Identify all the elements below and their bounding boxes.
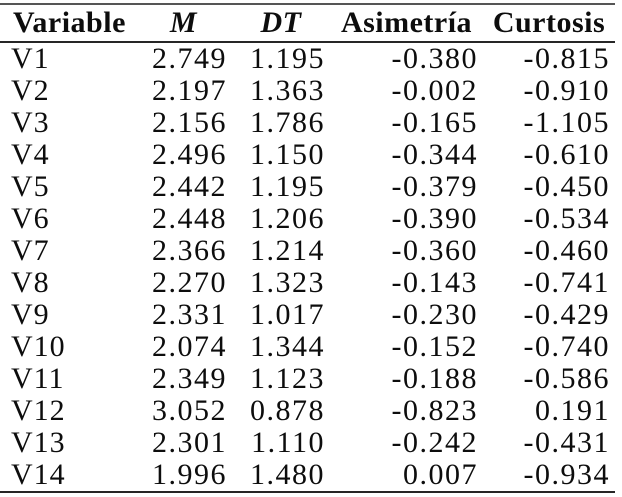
cell-curtosis: -0.910 <box>523 74 610 107</box>
column-header-curtosis: Curtosis <box>483 4 615 43</box>
cell-asimetria: -0.230 <box>391 298 478 331</box>
cell-asimetria: 0.007 <box>403 458 478 491</box>
cell-asimetria: -0.380 <box>391 42 478 75</box>
table-row: V10 2.074 1.344 -0.152 -0.740 <box>0 331 615 363</box>
cell-variable: V5 <box>11 170 50 203</box>
cell-m: 2.156 <box>152 106 227 139</box>
column-header-m: M <box>135 4 232 43</box>
cell-asimetria: -0.188 <box>391 362 478 395</box>
cell-variable: V3 <box>11 106 50 139</box>
cell-asimetria: -0.143 <box>391 266 478 299</box>
cell-m: 1.996 <box>152 458 227 491</box>
table-body: V1 2.749 1.195 -0.380 -0.815 V2 2.197 1.363 -0.0… <box>0 42 615 492</box>
cell-curtosis: 0.191 <box>535 394 610 427</box>
cell-dt: 1.786 <box>250 106 325 139</box>
cell-curtosis: -0.815 <box>523 42 610 75</box>
cell-variable: V12 <box>11 394 66 427</box>
table-row: V8 2.270 1.323 -0.143 -0.741 <box>0 267 615 299</box>
cell-dt: 1.110 <box>251 426 325 459</box>
cell-asimetria: -0.360 <box>391 234 478 267</box>
page: { "table": { "columns": [ { "key": "vari… <box>0 3 622 497</box>
cell-variable: V13 <box>11 426 66 459</box>
cell-variable: V7 <box>11 234 50 267</box>
cell-m: 2.496 <box>152 138 227 171</box>
cell-variable: V9 <box>11 298 50 331</box>
table-row: V6 2.448 1.206 -0.390 -0.534 <box>0 203 615 235</box>
cell-dt: 1.344 <box>250 330 325 363</box>
table-row: V1 2.749 1.195 -0.380 -0.815 <box>0 42 615 75</box>
table-row: V11 2.349 1.123 -0.188 -0.586 <box>0 363 615 395</box>
cell-asimetria: -0.390 <box>391 202 478 235</box>
cell-curtosis: -0.610 <box>523 138 610 171</box>
cell-dt: 1.195 <box>250 42 325 75</box>
cell-asimetria: -0.344 <box>391 138 478 171</box>
cell-m: 2.074 <box>152 330 227 363</box>
cell-dt: 1.363 <box>250 74 325 107</box>
cell-asimetria: -0.379 <box>391 170 478 203</box>
cell-curtosis: -0.460 <box>523 234 610 267</box>
cell-m: 2.448 <box>152 202 227 235</box>
cell-m: 2.197 <box>152 74 227 107</box>
column-header-asimetria: Asimetría <box>330 4 483 43</box>
table-row: V4 2.496 1.150 -0.344 -0.610 <box>0 139 615 171</box>
cell-m: 3.052 <box>152 394 227 427</box>
cell-curtosis: -0.429 <box>523 298 610 331</box>
cell-curtosis: -0.534 <box>523 202 610 235</box>
cell-m: 2.270 <box>152 266 227 299</box>
header-row: Variable M DT Asimetría Curtosis <box>0 4 615 43</box>
cell-m: 2.366 <box>152 234 227 267</box>
column-header-dt: DT <box>232 4 330 43</box>
cell-asimetria: -0.002 <box>391 74 478 107</box>
table-row: V3 2.156 1.786 -0.165 -1.105 <box>0 107 615 139</box>
cell-asimetria: -0.823 <box>391 394 478 427</box>
cell-curtosis: -0.586 <box>523 362 610 395</box>
cell-dt: 1.017 <box>250 298 325 331</box>
cell-curtosis: -0.934 <box>523 458 610 491</box>
cell-m: 2.749 <box>152 42 227 75</box>
table-row: V2 2.197 1.363 -0.002 -0.910 <box>0 75 615 107</box>
column-header-variable: Variable <box>0 4 135 43</box>
cell-dt: 1.214 <box>250 234 325 267</box>
cell-dt: 1.123 <box>250 362 325 395</box>
cell-asimetria: -0.152 <box>391 330 478 363</box>
cell-curtosis: -0.741 <box>523 266 610 299</box>
cell-dt: 1.150 <box>250 138 325 171</box>
cell-asimetria: -0.242 <box>391 426 478 459</box>
cell-dt: 1.195 <box>250 170 325 203</box>
table-row: V5 2.442 1.195 -0.379 -0.450 <box>0 171 615 203</box>
table-row: V13 2.301 1.110 -0.242 -0.431 <box>0 427 615 459</box>
cell-variable: V14 <box>11 458 66 491</box>
cell-dt: 1.323 <box>250 266 325 299</box>
table-header: Variable M DT Asimetría Curtosis <box>0 4 615 43</box>
cell-variable: V4 <box>11 138 50 171</box>
cell-variable: V1 <box>11 42 50 75</box>
cell-variable: V10 <box>11 330 66 363</box>
cell-curtosis: -0.740 <box>523 330 610 363</box>
cell-variable: V6 <box>11 202 50 235</box>
cell-curtosis: -0.431 <box>523 426 610 459</box>
table-row: V12 3.052 0.878 -0.823 0.191 <box>0 395 615 427</box>
table-row: V7 2.366 1.214 -0.360 -0.460 <box>0 235 615 267</box>
cell-m: 2.301 <box>152 426 227 459</box>
cell-m: 2.442 <box>152 170 227 203</box>
cell-curtosis: -1.105 <box>523 106 610 139</box>
cell-curtosis: -0.450 <box>523 170 610 203</box>
table-row: V14 1.996 1.480 0.007 -0.934 <box>0 459 615 492</box>
cell-variable: V11 <box>11 362 65 395</box>
cell-asimetria: -0.165 <box>391 106 478 139</box>
cell-m: 2.349 <box>152 362 227 395</box>
cell-variable: V2 <box>11 74 50 107</box>
descriptive-statistics-table: Variable M DT Asimetría Curtosis V1 2.749 1.19… <box>0 3 615 493</box>
cell-dt: 1.206 <box>250 202 325 235</box>
cell-m: 2.331 <box>152 298 227 331</box>
cell-variable: V8 <box>11 266 50 299</box>
table-row: V9 2.331 1.017 -0.230 -0.429 <box>0 299 615 331</box>
cell-dt: 0.878 <box>250 394 325 427</box>
cell-dt: 1.480 <box>250 458 325 491</box>
